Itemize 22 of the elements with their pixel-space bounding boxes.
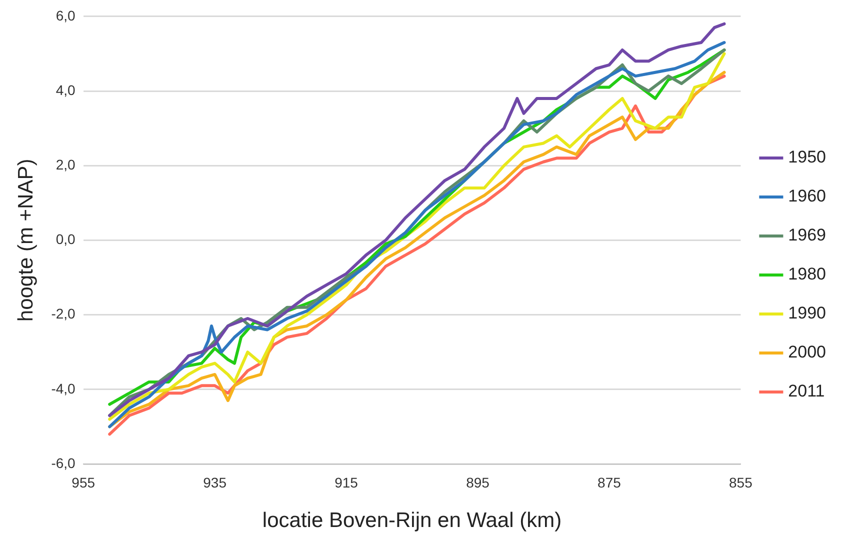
y-axis-title: hoogte (m +NAP) (14, 158, 38, 322)
y-tick-label: 0,0 (56, 231, 76, 248)
y-tick-label: -4,0 (51, 380, 76, 396)
legend-label: 2011 (788, 382, 825, 401)
x-tick-label: 875 (598, 474, 622, 490)
legend-label: 1990 (788, 304, 826, 323)
x-tick-label: 915 (334, 474, 358, 490)
legend-label: 1969 (788, 226, 826, 245)
y-tick-label: 2,0 (56, 156, 76, 172)
y-tick-label: -6,0 (51, 454, 76, 471)
x-tick-label: 935 (203, 474, 227, 490)
y-tick-label: -2,0 (51, 306, 76, 322)
legend-label: 2000 (788, 342, 826, 362)
legend-label: 1960 (788, 186, 826, 206)
y-tick-label: 6,0 (56, 7, 76, 24)
legend-label: 1950 (788, 148, 826, 167)
x-tick-label: 895 (466, 474, 490, 490)
x-tick-label: 955 (72, 474, 96, 490)
legend-label: 1980 (788, 264, 826, 284)
x-axis-title: locatie Boven-Rijn en Waal (km) (262, 509, 562, 532)
y-tick-label: 4,0 (56, 82, 76, 98)
x-tick-label: 855 (729, 474, 753, 490)
